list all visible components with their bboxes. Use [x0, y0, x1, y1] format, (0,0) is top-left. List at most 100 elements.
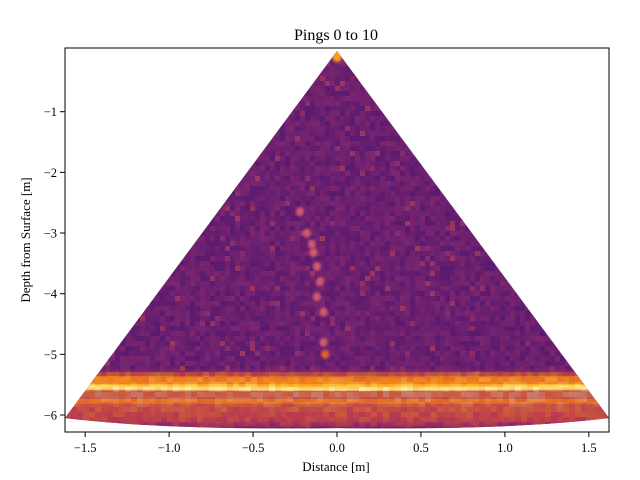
- speckle-cell: [420, 121, 425, 126]
- speckle-cell: [400, 81, 405, 86]
- speckle-cell: [500, 121, 505, 126]
- speckle-cell: [370, 51, 375, 56]
- speckle-cell: [335, 211, 340, 216]
- speckle-cell: [590, 166, 595, 171]
- speckle-cell: [330, 276, 335, 281]
- speckle-cell: [310, 156, 315, 161]
- speckle-cell: [530, 151, 535, 156]
- speckle-cell: [445, 156, 450, 161]
- speckle-cell: [365, 116, 370, 121]
- speckle-cell: [600, 136, 605, 141]
- speckle-cell: [150, 141, 155, 146]
- speckle-cell: [180, 176, 185, 181]
- speckle-cell: [470, 206, 475, 211]
- speckle-cell: [385, 166, 390, 171]
- speckle-cell: [405, 191, 410, 196]
- speckle-cell: [430, 151, 435, 156]
- speckle-cell: [235, 171, 240, 176]
- speckle-cell: [85, 216, 90, 221]
- speckle-cell: [425, 256, 430, 261]
- speckle-cell: [240, 241, 245, 246]
- speckle-cell: [105, 211, 110, 216]
- speckle-cell: [545, 71, 550, 76]
- speckle-cell: [470, 146, 475, 151]
- speckle-cell: [550, 136, 555, 141]
- speckle-cell: [365, 151, 370, 156]
- speckle-cell: [530, 251, 535, 256]
- speckle-cell: [250, 51, 255, 56]
- speckle-cell: [330, 171, 335, 176]
- speckle-cell: [475, 166, 480, 171]
- speckle-cell: [385, 116, 390, 121]
- speckle-cell: [555, 171, 560, 176]
- speckle-cell: [240, 166, 245, 171]
- speckle-cell: [130, 191, 135, 196]
- speckle-cell: [95, 111, 100, 116]
- speckle-cell: [405, 181, 410, 186]
- speckle-cell: [295, 176, 300, 181]
- speckle-cell: [360, 81, 365, 86]
- speckle-cell: [375, 71, 380, 76]
- speckle-cell: [140, 236, 145, 241]
- speckle-cell: [490, 81, 495, 86]
- speckle-cell: [425, 226, 430, 231]
- speckle-cell: [300, 111, 305, 116]
- speckle-cell: [570, 81, 575, 86]
- speckle-cell: [215, 101, 220, 106]
- speckle-cell: [450, 76, 455, 81]
- speckle-cell: [225, 191, 230, 196]
- speckle-cell: [415, 101, 420, 106]
- speckle-cell: [395, 71, 400, 76]
- speckle-cell: [235, 246, 240, 251]
- speckle-cell: [370, 201, 375, 206]
- speckle-cell: [270, 211, 275, 216]
- speckle-cell: [365, 261, 370, 266]
- speckle-cell: [555, 71, 560, 76]
- speckle-cell: [240, 156, 245, 161]
- speckle-cell: [565, 171, 570, 176]
- speckle-cell: [515, 161, 520, 166]
- speckle-cell: [565, 256, 570, 261]
- speckle-cell: [405, 111, 410, 116]
- speckle-cell: [455, 71, 460, 76]
- speckle-cell: [105, 216, 110, 221]
- speckle-cell: [160, 71, 165, 76]
- speckle-cell: [410, 276, 415, 281]
- speckle-cell: [240, 86, 245, 91]
- speckle-cell: [400, 171, 405, 176]
- speckle-cell: [495, 81, 500, 86]
- speckle-cell: [95, 201, 100, 206]
- speckle-cell: [500, 276, 505, 281]
- speckle-cell: [445, 211, 450, 216]
- speckle-cell: [65, 96, 70, 101]
- speckle-cell: [530, 66, 535, 71]
- speckle-cell: [510, 121, 515, 126]
- speckle-cell: [485, 96, 490, 101]
- speckle-cell: [285, 166, 290, 171]
- speckle-cell: [265, 56, 270, 61]
- speckle-cell: [305, 256, 310, 261]
- speckle-cell: [150, 276, 155, 281]
- speckle-cell: [110, 176, 115, 181]
- speckle-cell: [145, 56, 150, 61]
- speckle-cell: [155, 76, 160, 81]
- speckle-cell: [125, 96, 130, 101]
- speckle-cell: [490, 106, 495, 111]
- speckle-cell: [150, 106, 155, 111]
- speckle-cell: [105, 246, 110, 251]
- speckle-cell: [330, 266, 335, 271]
- speckle-cell: [80, 86, 85, 91]
- speckle-cell: [430, 171, 435, 176]
- speckle-cell: [385, 276, 390, 281]
- speckle-cell: [490, 171, 495, 176]
- speckle-cell: [215, 71, 220, 76]
- speckle-cell: [305, 146, 310, 151]
- speckle-cell: [465, 61, 470, 66]
- speckle-cell: [215, 86, 220, 91]
- speckle-cell: [85, 201, 90, 206]
- speckle-cell: [105, 71, 110, 76]
- speckle-cell: [180, 216, 185, 221]
- speckle-cell: [170, 201, 175, 206]
- speckle-cell: [70, 166, 75, 171]
- speckle-cell: [575, 186, 580, 191]
